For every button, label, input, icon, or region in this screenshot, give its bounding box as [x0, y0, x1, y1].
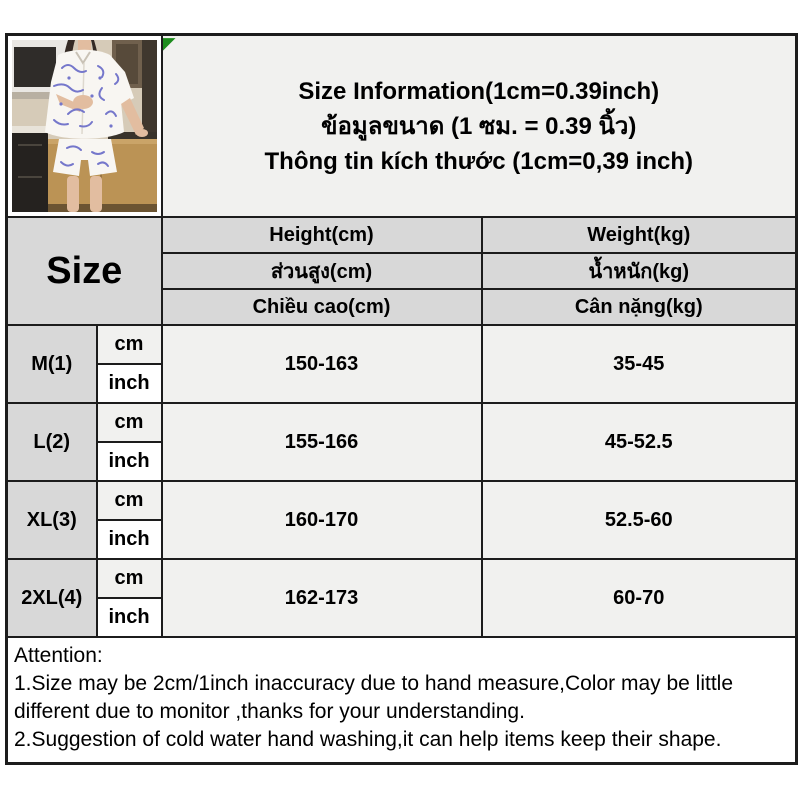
size-chart-table: Size Information(1cm=0.39inch) ข้อมูลขนา…: [5, 33, 799, 765]
row-label-2xl: 2XL(4): [5, 558, 98, 639]
height-header-th: ส่วนสูง(cm): [160, 252, 483, 291]
weight-header-vi: Cân nặng(kg): [480, 288, 798, 327]
model-photo: [12, 40, 157, 213]
unit-inch-l: inch: [95, 441, 163, 483]
table-row: L(2) cm 155-166 45-52.5: [5, 402, 798, 483]
table-row: inch: [7, 441, 797, 483]
attention-item-2: 2.Suggestion of cold water hand washing,…: [14, 728, 722, 752]
weight-header-th: น้ำหนัก(kg): [480, 252, 798, 291]
size-info-title-th: ข้อมูลขนาด (1 ซม. = 0.39 นิ้ว): [321, 112, 637, 140]
table-row: inch: [7, 363, 797, 405]
cell-note-marker-icon: [163, 38, 176, 52]
height-value-2xl: 162-173: [160, 558, 483, 639]
row-label-l: L(2): [5, 402, 98, 483]
unit-inch-2xl: inch: [95, 597, 163, 639]
table-row: M(1) cm 150-163 35-45: [5, 324, 798, 405]
height-value-m: 150-163: [160, 324, 483, 405]
row-label-xl: XL(3): [5, 480, 98, 561]
table-row: inch: [7, 597, 797, 639]
weight-value-m: 35-45: [480, 324, 798, 405]
unit-cm-m: cm: [95, 324, 163, 366]
height-value-l: 155-166: [160, 402, 483, 483]
weight-value-2xl: 60-70: [480, 558, 798, 639]
unit-inch-xl: inch: [95, 519, 163, 561]
weight-value-xl: 52.5-60: [480, 480, 798, 561]
size-info-title-en: Size Information(1cm=0.39inch): [298, 77, 660, 105]
row-label-m: M(1): [5, 324, 98, 405]
table-row: inch: [7, 519, 797, 561]
size-column-header: Size: [5, 216, 163, 327]
weight-header-en: Weight(kg): [480, 216, 798, 255]
table-row: XL(3) cm 160-170 52.5-60: [5, 480, 798, 561]
height-header-en: Height(cm): [160, 216, 483, 255]
unit-cm-l: cm: [95, 402, 163, 444]
table-row: 2XL(4) cm 162-173 60-70: [5, 558, 798, 639]
size-info-title-cell: Size Information(1cm=0.39inch) ข้อมูลขนา…: [160, 33, 798, 219]
unit-cm-xl: cm: [95, 480, 163, 522]
unit-cm-2xl: cm: [95, 558, 163, 600]
attention-heading: Attention:: [14, 644, 103, 668]
attention-item-1: 1.Size may be 2cm/1inch inaccuracy due t…: [14, 672, 734, 724]
height-value-xl: 160-170: [160, 480, 483, 561]
size-info-title-vi: Thông tin kích thước (1cm=0,39 inch): [264, 147, 694, 175]
product-photo-cell: [5, 33, 163, 219]
attention-section: Attention: 1.Size may be 2cm/1inch inacc…: [5, 636, 798, 765]
weight-value-l: 45-52.5: [480, 402, 798, 483]
unit-inch-m: inch: [95, 363, 163, 405]
height-header-vi: Chiều cao(cm): [160, 288, 483, 327]
